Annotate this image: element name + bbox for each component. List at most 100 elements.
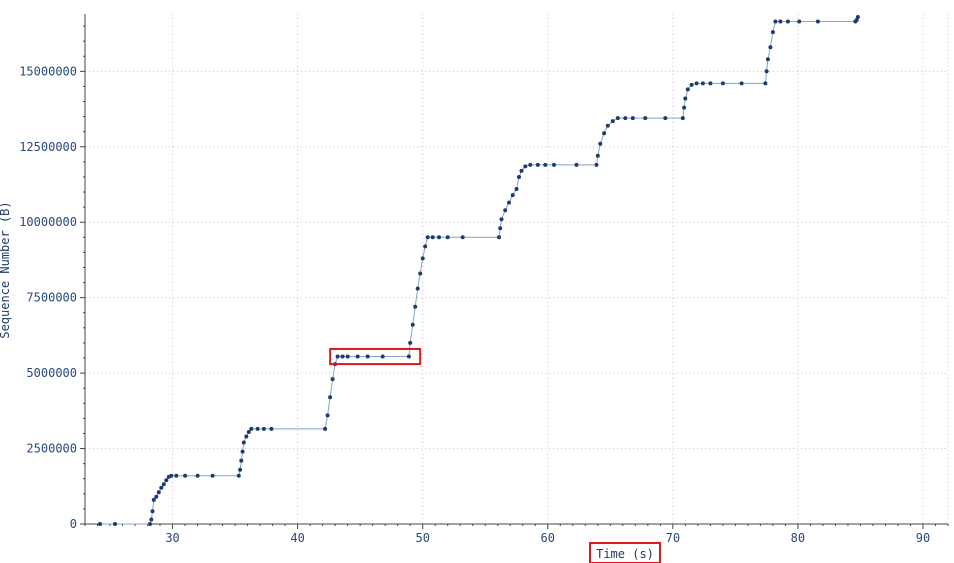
data-point — [708, 81, 713, 86]
data-point — [149, 517, 154, 522]
data-point — [854, 18, 859, 22]
data-point — [430, 235, 435, 240]
data-point — [113, 522, 117, 526]
data-point — [330, 377, 335, 382]
x-tick-label: 40 — [290, 531, 304, 545]
data-point — [150, 509, 155, 514]
data-point — [778, 19, 783, 24]
data-point — [630, 116, 635, 121]
data-point — [602, 131, 607, 136]
data-point — [519, 168, 524, 173]
y-tick-label: 12500000 — [19, 140, 77, 154]
data-point — [154, 494, 159, 499]
data-point — [680, 116, 685, 121]
data-point — [240, 449, 245, 454]
data-point — [768, 45, 773, 50]
data-point — [236, 473, 241, 478]
data-point — [528, 162, 533, 167]
data-point — [507, 200, 511, 205]
data-point — [543, 162, 548, 167]
data-point — [161, 482, 166, 487]
data-point — [365, 354, 370, 359]
data-point — [460, 235, 465, 240]
data-point — [380, 354, 385, 359]
data-point — [420, 256, 425, 261]
data-point — [241, 440, 246, 445]
y-tick-label: 15000000 — [19, 64, 77, 78]
data-point — [510, 193, 515, 198]
grid-layer — [85, 14, 949, 524]
data-point — [255, 426, 260, 431]
data-point — [785, 19, 790, 24]
data-point — [415, 286, 420, 291]
data-point — [595, 153, 600, 158]
data-point — [169, 473, 174, 478]
data-point — [855, 15, 860, 19]
x-tick-label: 70 — [666, 531, 680, 545]
data-point — [174, 473, 179, 478]
data-point — [164, 478, 169, 483]
y-tick-label: 2500000 — [26, 442, 77, 456]
data-point — [355, 354, 360, 359]
data-point — [151, 497, 156, 502]
axes-layer — [84, 14, 948, 525]
data-point — [183, 473, 188, 478]
series-line — [100, 16, 859, 525]
x-tick-label: 80 — [791, 531, 805, 545]
data-point — [739, 81, 744, 86]
y-tick-label: 0 — [70, 517, 77, 531]
y-ticks: 0 2500000 5000000 7500000 10000000 12500000 15… — [19, 25, 85, 531]
data-point — [552, 162, 556, 167]
data-point — [523, 164, 528, 169]
data-point — [340, 354, 345, 359]
y-axis-label: Sequence Number (B) — [0, 201, 12, 338]
x-tick-label: 60 — [541, 531, 555, 545]
data-point — [423, 244, 428, 249]
data-point — [685, 87, 690, 92]
data-point — [682, 105, 687, 110]
data-point — [623, 116, 628, 121]
data-point — [498, 226, 503, 231]
data-point — [598, 141, 603, 146]
data-point — [763, 81, 768, 86]
data-point — [323, 426, 328, 431]
data-point — [797, 19, 802, 24]
data-point — [764, 69, 769, 74]
data-point — [244, 434, 249, 439]
x-axis-label-box — [589, 542, 661, 563]
data-point — [269, 426, 274, 431]
data-point — [148, 522, 152, 526]
data-point — [610, 119, 615, 124]
data-point — [663, 116, 668, 121]
data-point — [345, 354, 350, 359]
data-point — [328, 395, 333, 400]
data-point — [246, 430, 251, 434]
data-point — [98, 522, 102, 526]
data-point — [238, 467, 243, 472]
data-point — [159, 485, 164, 490]
data-point — [773, 19, 778, 24]
data-point — [514, 187, 519, 191]
y-tick-label: 5000000 — [26, 366, 77, 380]
x-axis-label: Time (s) — [596, 547, 654, 561]
data-point — [720, 81, 725, 86]
data-point — [643, 116, 648, 121]
data-point — [574, 162, 579, 167]
data-point — [517, 175, 521, 179]
data-point — [605, 123, 610, 128]
x-tick-label: 50 — [415, 531, 429, 545]
data-point — [683, 96, 688, 101]
data-point — [249, 426, 254, 431]
x-ticks: 30 40 50 60 70 80 90 — [84, 524, 949, 545]
data-point — [503, 208, 508, 213]
data-point — [156, 490, 161, 495]
highlight-box — [329, 347, 422, 366]
x-tick-label: 90 — [916, 531, 930, 545]
data-point — [689, 82, 694, 87]
data-point — [445, 235, 450, 240]
data-point — [499, 217, 504, 222]
data-point — [770, 30, 775, 35]
y-tick-label: 10000000 — [19, 215, 77, 229]
data-point — [406, 354, 411, 359]
